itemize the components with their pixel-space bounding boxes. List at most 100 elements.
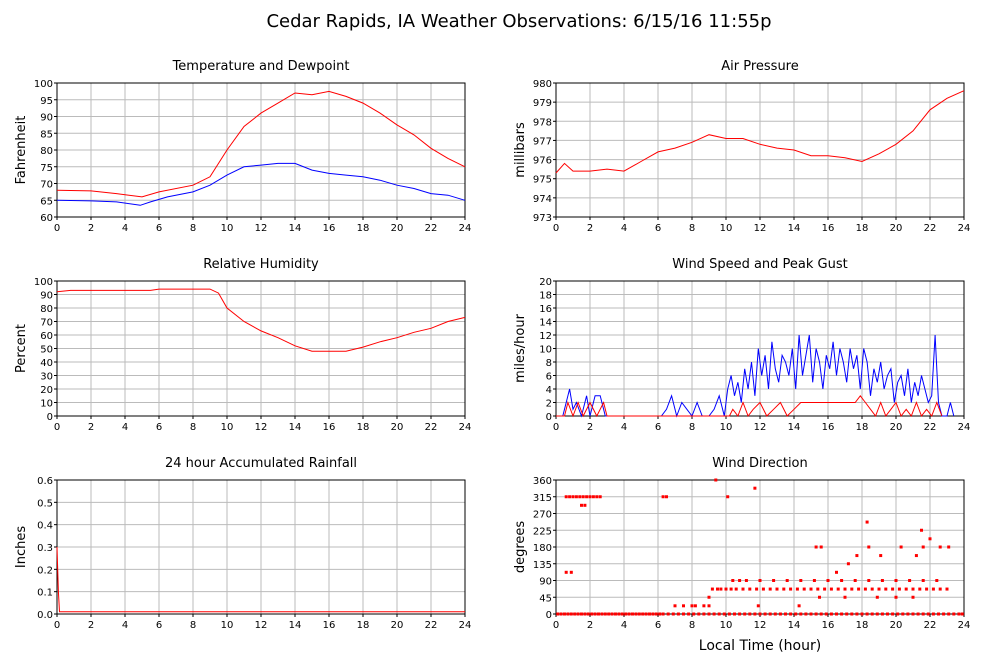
data-point <box>761 587 765 591</box>
data-point <box>576 612 580 616</box>
data-point <box>590 612 594 616</box>
data-point <box>756 604 760 608</box>
y-tick-label: 315 <box>533 493 552 504</box>
data-point <box>894 579 898 582</box>
y-tick-label: 40 <box>40 358 53 369</box>
chart-dir: Wind Directiondegrees0459013518022527031… <box>513 456 970 631</box>
data-point <box>665 495 668 499</box>
data-point <box>654 612 658 616</box>
data-point <box>768 587 772 591</box>
x-tick-label: 8 <box>190 422 196 433</box>
x-tick-label: 16 <box>822 223 835 234</box>
x-tick-label: 2 <box>587 620 593 631</box>
x-tick-label: 0 <box>54 223 60 234</box>
y-tick-label: 60 <box>40 331 53 342</box>
data-point <box>926 612 930 616</box>
y-tick-label: 0.2 <box>37 565 53 576</box>
data-point <box>666 612 670 616</box>
data-point <box>768 612 772 616</box>
data-point <box>899 545 903 549</box>
data-point <box>661 495 665 499</box>
x-tick-label: 22 <box>924 223 937 234</box>
data-point <box>911 587 915 591</box>
data-point <box>896 612 900 616</box>
x-tick-label: 6 <box>156 223 162 234</box>
data-point <box>908 579 912 582</box>
data-point <box>717 612 721 616</box>
x-tick-label: 4 <box>621 620 627 631</box>
data-point <box>573 612 577 616</box>
y-tick-label: 70 <box>40 318 53 329</box>
data-point <box>644 612 648 616</box>
y-axis-title: degrees <box>513 521 528 574</box>
y-tick-label: 70 <box>40 180 53 191</box>
data-point <box>682 604 685 608</box>
data-point <box>729 587 733 591</box>
data-point <box>920 528 923 532</box>
data-point <box>840 612 844 616</box>
data-point <box>938 545 942 549</box>
x-tick-label: 20 <box>890 223 903 234</box>
data-point <box>945 587 949 591</box>
y-axis-title: Percent <box>14 324 29 373</box>
data-point <box>682 612 685 616</box>
y-tick-label: 60 <box>40 213 53 224</box>
data-point <box>641 612 645 616</box>
y-tick-label: 90 <box>539 577 552 588</box>
data-point <box>914 554 918 558</box>
x-tick-label: 10 <box>720 223 733 234</box>
data-point <box>707 595 711 599</box>
page-title: Cedar Rapids, IA Weather Observations: 6… <box>266 11 771 32</box>
data-point <box>916 612 920 616</box>
y-tick-label: 12 <box>539 331 552 342</box>
data-point <box>593 612 597 616</box>
y-tick-label: 10 <box>539 345 552 356</box>
data-point <box>722 612 726 616</box>
x-tick-label: 6 <box>156 620 162 631</box>
x-tick-label: 22 <box>924 422 937 433</box>
data-point <box>707 604 711 608</box>
data-point <box>687 612 691 616</box>
data-point <box>738 579 742 582</box>
data-point <box>918 587 922 591</box>
data-point <box>840 579 844 582</box>
data-point <box>702 604 706 608</box>
x-tick-label: 8 <box>190 223 196 234</box>
y-tick-label: 95 <box>40 96 53 107</box>
data-point <box>867 579 871 582</box>
x-tick-label: 4 <box>122 620 128 631</box>
x-tick-label: 0 <box>54 620 60 631</box>
x-tick-label: 6 <box>655 223 661 234</box>
data-point <box>581 495 585 499</box>
data-point <box>904 587 908 591</box>
chart-wind: Wind Speed and Peak Gustmiles/hour024681… <box>513 257 970 433</box>
data-point <box>603 612 607 616</box>
data-point <box>860 612 864 616</box>
x-tick-label: 12 <box>255 223 268 234</box>
series-line-0 <box>56 288 466 352</box>
data-point <box>799 612 803 616</box>
x-tick-label: 22 <box>425 620 438 631</box>
x-tick-label: 10 <box>720 620 733 631</box>
x-tick-label: 10 <box>720 422 733 433</box>
data-point <box>710 587 714 591</box>
data-point <box>583 503 587 507</box>
data-point <box>658 612 662 616</box>
data-point <box>651 612 655 616</box>
x-tick-label: 14 <box>788 223 801 234</box>
data-point <box>569 612 573 616</box>
x-tick-label: 16 <box>822 620 835 631</box>
y-tick-label: 16 <box>539 304 552 315</box>
x-tick-label: 12 <box>754 223 767 234</box>
data-point <box>569 570 573 574</box>
series-line-0 <box>555 90 965 174</box>
data-point <box>850 612 854 616</box>
data-point <box>865 612 869 616</box>
x-tick-label: 24 <box>459 620 472 631</box>
data-point <box>743 612 747 616</box>
chart-title: Air Pressure <box>721 59 799 74</box>
data-point <box>819 545 823 549</box>
y-tick-label: 0 <box>546 412 552 423</box>
data-point <box>952 612 956 616</box>
